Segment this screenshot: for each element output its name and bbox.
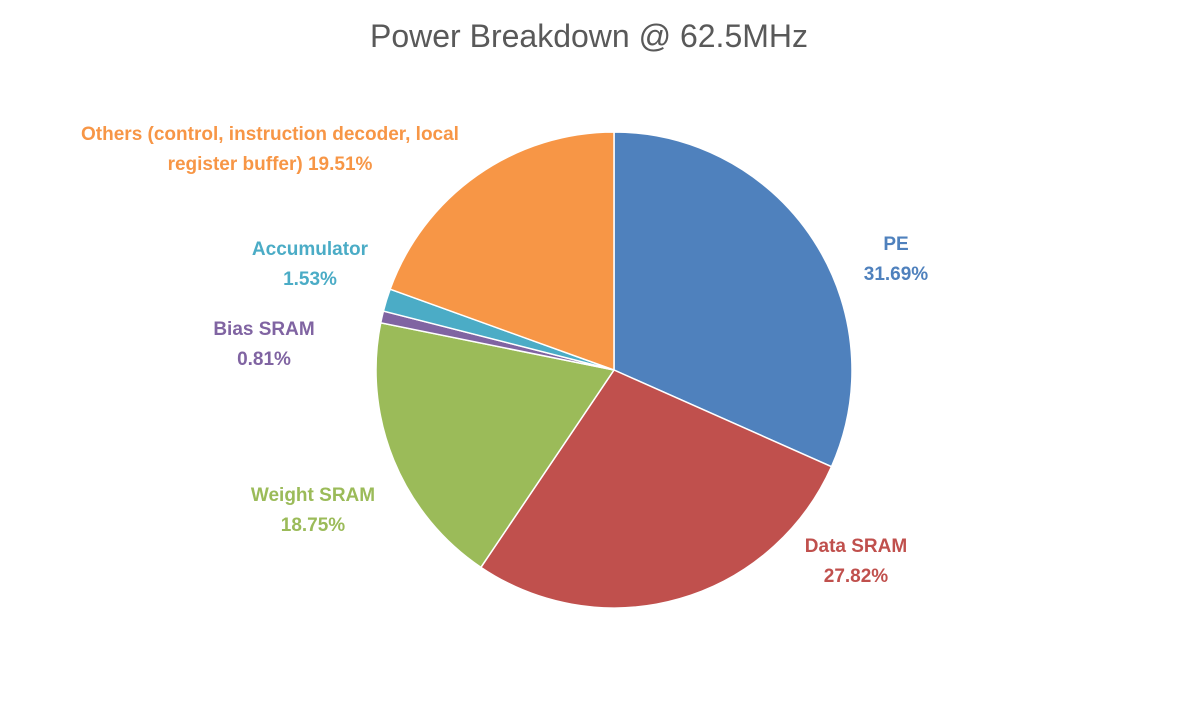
value-label: 31.69% <box>863 264 929 285</box>
value-label: 18.75% <box>280 515 346 536</box>
value-label: 27.82% <box>823 566 889 587</box>
category-label: Bias SRAM <box>213 319 315 340</box>
slice-label: Others (control, instruction decoder, lo… <box>45 120 495 180</box>
category-label: Accumulator <box>251 239 369 260</box>
slice-label: Accumulator 1.53% <box>220 235 400 295</box>
category-label: Others (control, instruction decoder, lo… <box>81 124 459 175</box>
pie-slice <box>389 131 615 372</box>
slice-label: Weight SRAM 18.75% <box>223 481 403 541</box>
value-label: 1.53% <box>283 269 337 290</box>
slice-label: Bias SRAM 0.81% <box>184 315 344 375</box>
slice-label: PE 31.69% <box>816 230 976 290</box>
chart-title: Power Breakdown @ 62.5MHz <box>370 18 808 54</box>
value-label: 0.81% <box>237 349 291 370</box>
category-label: Weight SRAM <box>250 485 376 506</box>
pie-slice <box>375 321 616 569</box>
pie-slice <box>479 369 833 609</box>
pie-slice <box>613 131 853 468</box>
category-label: Data SRAM <box>804 536 908 557</box>
slice-label: Data SRAM 27.82% <box>766 532 946 592</box>
category-label: PE <box>883 234 909 255</box>
value-label: 19.51% <box>307 154 373 175</box>
